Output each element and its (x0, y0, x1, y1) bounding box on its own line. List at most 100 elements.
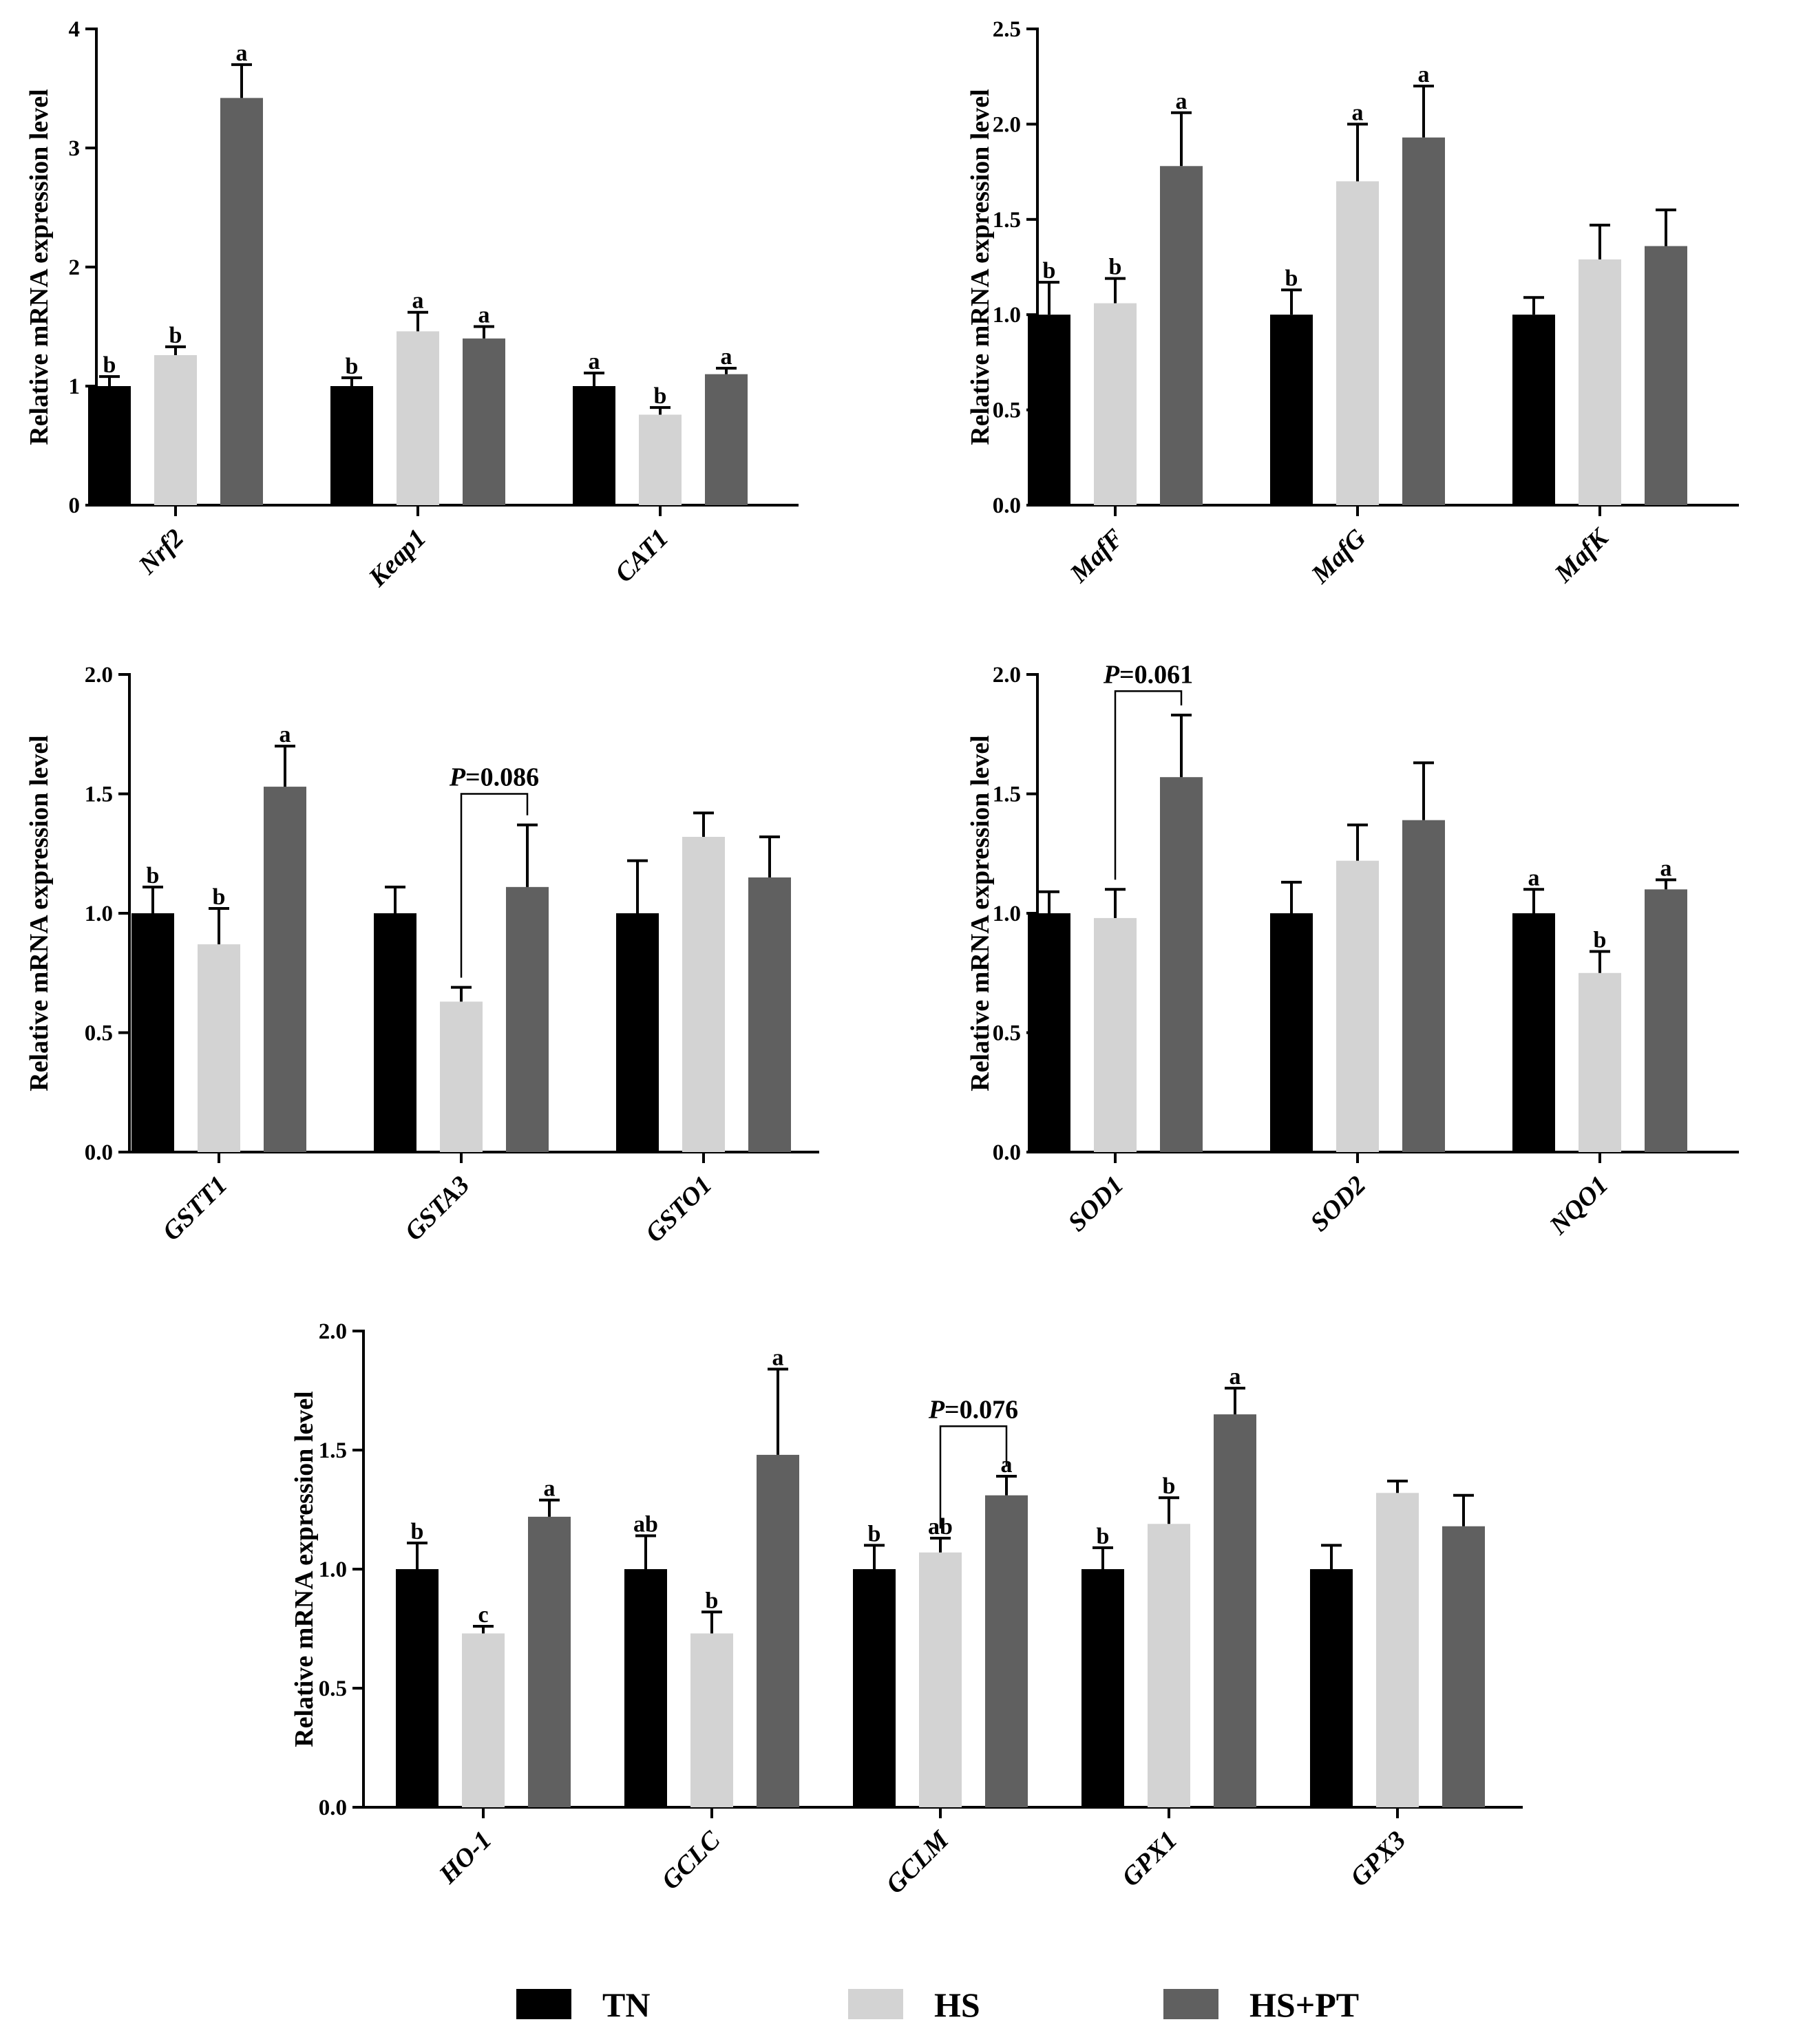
bar-HS-SOD1 (1094, 917, 1137, 1152)
sig-letter-HS+PT-Keap1: a (478, 303, 490, 328)
bar-TN-GCLC (624, 1569, 667, 1807)
bar-HS+PT-SOD1 (1160, 777, 1203, 1152)
sig-letter-HS+PT-GCLC: a (772, 1345, 784, 1370)
bar-HS-HO-1 (462, 1633, 505, 1807)
bar-HS+PT-GPX1 (1214, 1414, 1256, 1807)
y-axis-label: Relative mRNA expression level (966, 735, 995, 1092)
sig-letter-TN-GSTT1: b (147, 863, 160, 888)
category-label-GSTT1: GSTT1 (157, 1171, 233, 1246)
sig-letter-HS+PT-HO-1: a (544, 1476, 556, 1502)
sig-letter-TN-Keap1: b (346, 354, 359, 379)
p-value-label: P=0.076 (928, 1395, 1018, 1424)
bar-TN-NQO1 (1512, 913, 1555, 1152)
sig-letter-TN-MafG: b (1285, 266, 1298, 291)
bar-TN-SOD2 (1270, 913, 1313, 1152)
category-label-SOD2: SOD2 (1305, 1171, 1371, 1237)
bar-HS+PT-MafG (1402, 137, 1445, 505)
sig-letter-HS-Keap1: a (412, 288, 424, 314)
category-label-SOD1: SOD1 (1062, 1171, 1129, 1237)
bar-HS+PT-Nrf2 (220, 98, 263, 506)
bar-HS+PT-NQO1 (1645, 889, 1687, 1152)
sig-letter-TN-GCLM: b (868, 1521, 881, 1546)
category-label-MafF: MafF (1064, 524, 1130, 589)
y-tick-label: 0.5 (319, 1676, 347, 1701)
sig-letter-TN-NQO1: a (1528, 865, 1540, 891)
y-tick-label: 2.0 (993, 112, 1021, 137)
legend-label-HS: HS (934, 1986, 980, 2024)
legend-swatch-HS (848, 1989, 903, 2019)
y-tick-label: 4 (69, 17, 81, 42)
y-tick-label: 1.0 (993, 902, 1021, 926)
p-value-bracket (939, 1425, 1008, 1529)
sig-letter-HS-GCLC: b (706, 1588, 719, 1613)
category-label-MafG: MafG (1305, 523, 1371, 589)
y-tick-label: 1.5 (85, 783, 113, 807)
bar-TN-MafG (1270, 315, 1313, 505)
bar-HS+PT-HO-1 (528, 1516, 571, 1807)
bar-HS-GSTO1 (682, 836, 725, 1152)
sig-letter-TN-Nrf2: b (103, 352, 116, 378)
p-value-bracket (460, 793, 529, 978)
sig-letter-HS-Nrf2: b (169, 323, 182, 348)
category-label-GSTO1: GSTO1 (640, 1171, 718, 1248)
y-tick-label: 1.5 (319, 1438, 347, 1463)
y-tick-label: 1.0 (85, 902, 113, 926)
y-tick-label: 1.5 (993, 783, 1021, 807)
y-axis-label: Relative mRNA expression level (290, 1391, 319, 1747)
bar-HS+PT-GSTO1 (748, 877, 791, 1152)
sig-letter-HS+PT-Nrf2: a (236, 41, 248, 66)
bar-TN-CAT1 (573, 386, 615, 505)
sig-letter-HS-GPX1: b (1163, 1473, 1176, 1499)
sig-letter-TN-GCLC: ab (633, 1512, 658, 1537)
sig-letter-HS+PT-MafF: a (1176, 89, 1188, 114)
sig-letter-HS-MafF: b (1109, 255, 1122, 280)
category-label-NQO1: NQO1 (1543, 1171, 1614, 1241)
chart-panel-1: 0 1 2 3 4 Relative mRNA expression level Nrf2 b… (25, 17, 799, 593)
bar-TN-GPX3 (1310, 1569, 1353, 1807)
category-label-GCLM: GCLM (880, 1825, 955, 1899)
sig-letter-HS+PT-NQO1: a (1660, 855, 1672, 881)
bar-HS-NQO1 (1579, 972, 1621, 1152)
bar-HS-MafG (1336, 181, 1379, 505)
y-tick-label: 2.5 (993, 17, 1021, 42)
y-tick-label: 0.0 (993, 1140, 1021, 1165)
bar-HS+PT-Keap1 (463, 338, 505, 505)
sig-letter-HS-GSTT1: b (213, 884, 226, 910)
category-label-GCLC: GCLC (656, 1825, 726, 1895)
legend: TN HS HS+PT (516, 1986, 1359, 2024)
bar-TN-GCLM (853, 1569, 896, 1807)
bar-HS-GSTA3 (440, 1001, 483, 1152)
chart-panels: 0 1 2 3 4 Relative mRNA expression level Nrf2 b… (25, 17, 1739, 1899)
y-tick-label: 0.5 (85, 1021, 113, 1046)
y-tick-label: 1.0 (993, 303, 1021, 328)
bar-HS+PT-MafF (1160, 166, 1203, 505)
bar-TN-GSTO1 (616, 913, 659, 1152)
bar-HS+PT-MafK (1645, 246, 1687, 505)
bar-TN-Nrf2 (88, 386, 131, 505)
y-tick-label: 0.0 (85, 1140, 113, 1165)
bar-HS+PT-GCLC (757, 1454, 799, 1807)
bar-HS-SOD2 (1336, 860, 1379, 1152)
category-label-HO-1: HO-1 (433, 1826, 497, 1890)
bar-TN-MafF (1028, 315, 1070, 505)
bar-HS-Keap1 (397, 331, 439, 505)
chart-panel-2: 0.0 0.5 1.0 1.5 2.0 2.5 Relative mRNA expressi… (966, 17, 1739, 590)
bar-TN-GSTA3 (374, 913, 416, 1152)
y-tick-label: 0.0 (993, 493, 1021, 518)
bar-TN-GSTT1 (131, 913, 174, 1152)
chart-panel-4: 0.0 0.5 1.0 1.5 2.0 Relative mRNA expression … (966, 660, 1739, 1241)
legend-swatch-HS-PT (1163, 1989, 1218, 2019)
chart-panel-5: 0.0 0.5 1.0 1.5 2.0 Relative mRNA expression … (290, 1319, 1523, 1899)
bar-HS-GPX3 (1376, 1493, 1419, 1807)
sig-letter-HS-CAT1: b (654, 383, 667, 409)
y-tick-label: 0.5 (993, 398, 1021, 423)
bar-HS+PT-GPX3 (1442, 1526, 1485, 1807)
sig-letter-HS+PT-GPX1: a (1229, 1364, 1241, 1390)
category-label-MafK: MafK (1549, 522, 1615, 588)
p-value-label: P=0.061 (1103, 660, 1193, 689)
bar-TN-SOD1 (1028, 913, 1070, 1152)
bar-TN-HO-1 (396, 1569, 439, 1807)
bar-HS-GCLC (690, 1633, 733, 1807)
y-tick-label: 0 (69, 493, 81, 518)
